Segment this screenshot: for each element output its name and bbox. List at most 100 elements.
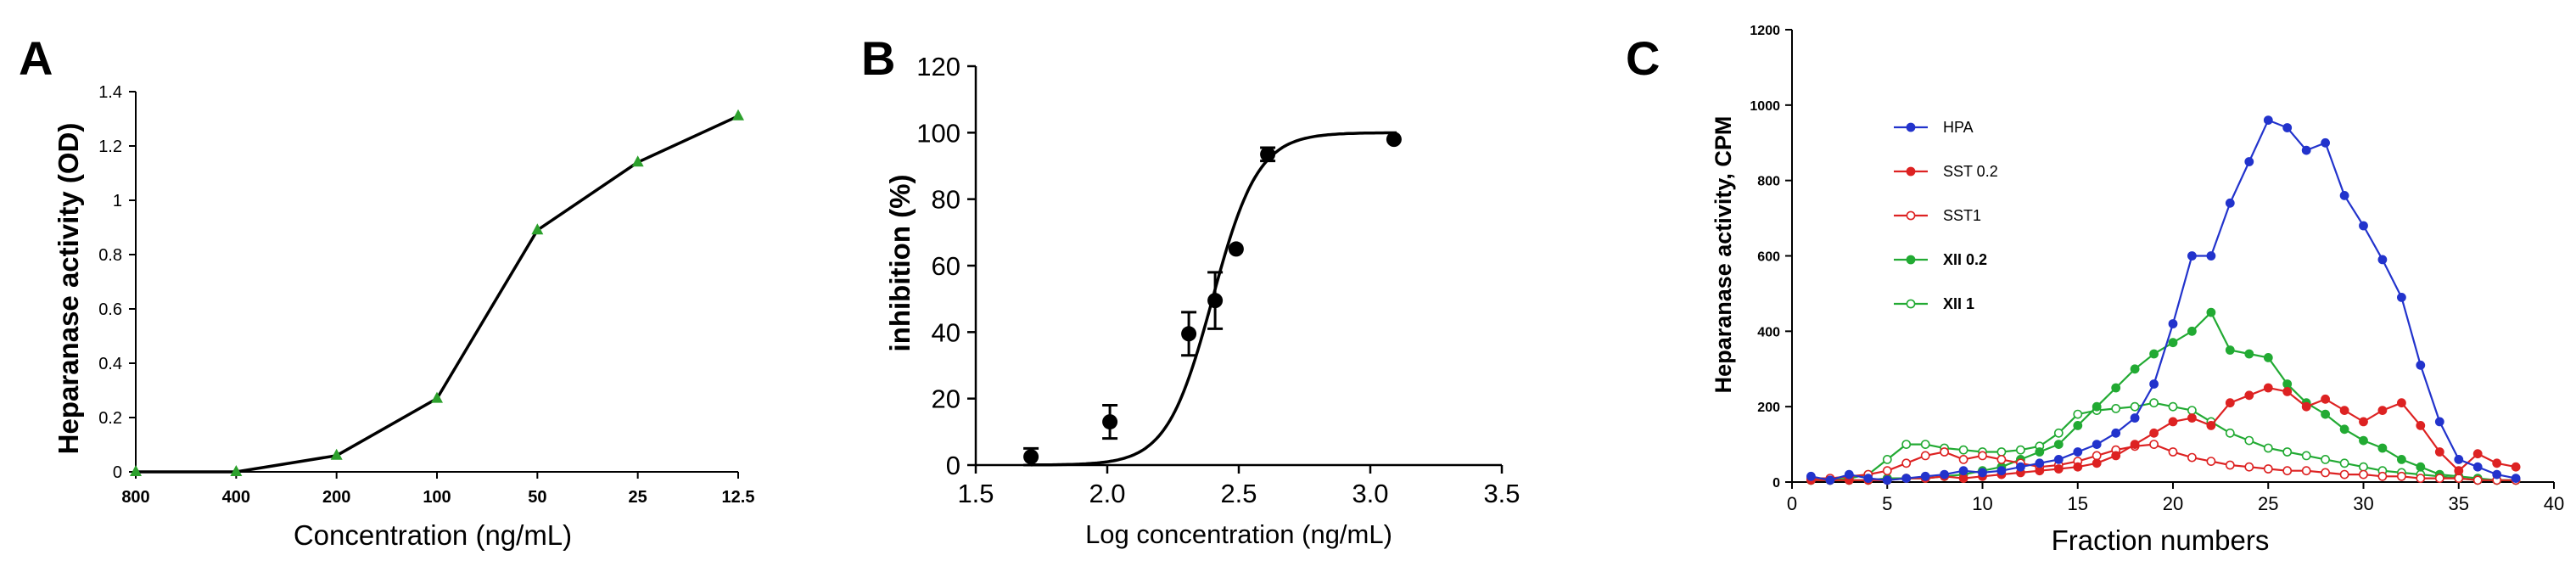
panel-a-x-tick-label: 25 [629,488,647,507]
panel-c-point [1825,475,1835,485]
panel-c-point [2396,398,2406,408]
panel-c-point [2282,379,2293,389]
panel-c-x-tick-label: 10 [1972,493,1992,514]
panel-c-legend-marker [1906,299,1916,309]
panel-c-ylabel: Heparanase activity, CPM [1711,116,1736,394]
panel-c-point [2377,471,2388,481]
panel-c-point [2244,435,2254,446]
panel-c-point [2472,449,2483,459]
panel-b-point [1386,132,1402,148]
panel-a-x-tick-label: 50 [528,488,546,507]
panel-c-legend-marker [1906,210,1916,221]
panel-c-point [2492,458,2502,468]
panel-c-point [2434,417,2444,427]
panel-c-point [2225,398,2235,408]
panel-b-y-tick-label: 40 [932,317,960,347]
panel-a-x-tick-label: 200 [322,488,350,507]
panel-c-point [1958,474,1968,483]
panel-b-point [1181,326,1197,342]
panel-c-point [2206,251,2216,261]
panel-a-series-line [136,115,739,474]
panel-b-letter: B [861,31,895,85]
panel-c-point [2225,198,2235,208]
panel-c-xlabel: Fraction numbers [2052,524,2270,556]
panel-c-point [2225,428,2235,438]
panel-c-point [2416,462,2426,472]
panel-c-point [2321,468,2330,478]
panel-c-point [2130,440,2140,449]
panel-c-point [2168,417,2178,427]
panel-a-y-tick-label: 1.4 [98,83,122,102]
panel-b-x-tick-label: 2.5 [1220,479,1257,508]
panel-c-y-tick-label: 200 [1757,401,1780,415]
panel-c-point [2149,379,2159,389]
panel-c-point [2206,307,2216,317]
panel-c-point [2073,420,2083,430]
panel-b-point [1023,449,1039,465]
panel-a-point [431,391,443,403]
panel-c-point [1996,447,2007,457]
panel-c-point [1901,474,1912,483]
panel-c-point [2168,319,2178,328]
panel-a-y-tick-label: 1.2 [98,137,122,156]
panel-b-x-tick-label: 1.5 [957,479,994,508]
panel-c-point [2377,406,2388,415]
panel-c-point [2263,443,2273,453]
panel-c-point [2187,406,2197,415]
panel-c-point [2263,115,2273,125]
panel-c-point [2187,251,2197,261]
panel-c-point [2321,137,2330,148]
panel-c-x-tick-label: 5 [1882,493,1892,514]
panel-a-point [230,465,243,476]
panel-c-point [1996,455,2007,464]
panel-a-point [330,448,343,460]
panel-c-point [2416,420,2426,430]
panel-c-point [2206,420,2216,430]
panel-c-point [1958,455,1968,464]
panel-c-y-tick-label: 1000 [1750,99,1780,114]
panel-c-legend-label: SST1 [1943,207,1981,224]
panel-c-point [2244,462,2254,472]
panel-c-point [2244,390,2254,401]
panel-c-point [1901,440,1912,449]
panel-c-point [2149,440,2159,449]
panel-b-y-tick-label: 120 [916,52,960,81]
panel-c-point [2301,451,2311,461]
panel-c-point [2263,352,2273,362]
panel-c-x-tick-label: 35 [2449,493,2469,514]
panel-c-point [2053,455,2064,464]
panel-c-y-tick-label: 1200 [1750,24,1780,38]
panel-c-point [2073,462,2083,472]
panel-c-x-tick-label: 25 [2258,493,2278,514]
panel-c-point [2359,462,2368,472]
panel-c-point [2321,394,2330,404]
panel-c-point [2187,326,2197,336]
panel-a-axes: 0 0.2 0.4 0.6 0.8 1 1.2 1.4 800 400 200 100 50 25 12.5 [98,83,754,507]
panel-c-point [2092,401,2102,412]
panel-c-point [2149,428,2159,438]
panel-b-point [1228,241,1244,257]
panel-c-point [2168,401,2178,412]
panel-c-point [2301,145,2311,155]
panel-c-point [2206,457,2216,466]
panel-c-point [2092,440,2102,449]
panel-c-point [2053,440,2064,449]
panel-c-point [2396,471,2406,481]
panel-c-point [2416,360,2426,370]
panel-c-point [2053,428,2064,438]
panel-b-x-tick-label: 3.0 [1352,479,1388,508]
panel-c-point [2282,447,2293,457]
panel-c-x-tick-label: 40 [2544,493,2564,514]
panel-c-point [2244,157,2254,166]
panel-a-point [732,109,744,121]
panel-b-point [1102,414,1118,430]
panel-c-point [2015,462,2025,472]
panel-c-series-line [1811,311,2517,481]
panel-c-point [2187,413,2197,423]
panel-c-point [2472,462,2483,472]
panel-c-point [2187,452,2197,463]
panel-a-y-tick-label: 0.4 [98,355,122,373]
panel-c-point [1978,451,1987,461]
panel-c-letter: C [1626,31,1660,85]
